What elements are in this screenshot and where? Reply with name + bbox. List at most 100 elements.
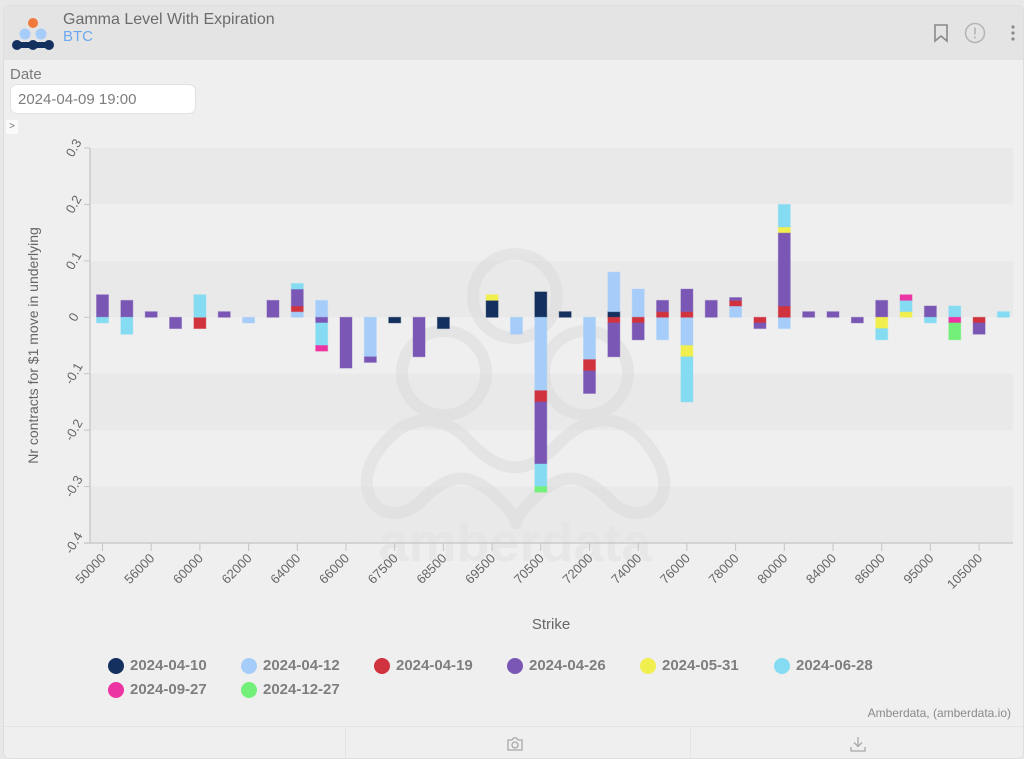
bar-segment[interactable] [875, 328, 889, 341]
bar-segment[interactable] [534, 291, 548, 318]
bar-segment[interactable] [996, 311, 1010, 318]
bar-segment[interactable] [777, 305, 791, 318]
expand-toggle[interactable]: > [6, 120, 18, 134]
bar-segment[interactable] [899, 311, 913, 318]
bar-segment[interactable] [923, 305, 937, 318]
bar-segment[interactable] [753, 322, 767, 330]
bar-segment[interactable] [583, 359, 596, 372]
bar-segment[interactable] [509, 316, 523, 335]
bar-segment[interactable] [315, 299, 329, 318]
bar-segment[interactable] [972, 322, 986, 335]
bar-segment[interactable] [363, 356, 377, 363]
bar-segment[interactable] [631, 316, 645, 324]
bar-segment[interactable] [120, 316, 134, 335]
bar-segment[interactable] [534, 316, 548, 392]
bar-segment[interactable] [680, 316, 694, 346]
bar-segment[interactable] [290, 311, 304, 318]
bar-segment[interactable] [315, 316, 329, 324]
bar-segment[interactable] [534, 486, 548, 493]
legend-item[interactable]: 2024-04-12 [241, 657, 340, 674]
bar-segment[interactable] [315, 322, 329, 346]
bar-segment[interactable] [583, 370, 596, 394]
bar-segment[interactable] [96, 316, 109, 324]
download-button[interactable] [691, 727, 1023, 758]
bar-segment[interactable] [948, 316, 962, 324]
bar-segment[interactable] [680, 311, 694, 318]
bar-segment[interactable] [656, 316, 670, 341]
bar-segment[interactable] [777, 203, 791, 228]
bar-segment[interactable] [193, 294, 207, 318]
bar-segment[interactable] [948, 322, 962, 341]
bar-segment[interactable] [607, 271, 621, 313]
bar-segment[interactable] [777, 232, 791, 307]
bar-segment[interactable] [120, 299, 134, 318]
bar-segment[interactable] [923, 316, 937, 324]
legend-item[interactable]: 2024-09-27 [108, 681, 207, 698]
bar-segment[interactable] [680, 288, 694, 313]
bar-segment[interactable] [485, 294, 499, 301]
bar-segment[interactable] [753, 316, 767, 324]
bar-segment[interactable] [339, 316, 353, 369]
bar-segment[interactable] [680, 345, 694, 358]
bar-segment[interactable] [607, 311, 621, 318]
bar-segment[interactable] [96, 294, 109, 318]
widget-header: Gamma Level With Expiration BTC [4, 6, 1023, 60]
bar-segment[interactable] [777, 316, 791, 330]
bar-segment[interactable] [607, 316, 621, 324]
bar-segment[interactable] [802, 311, 816, 318]
bar-segment[interactable] [607, 322, 621, 358]
bar-segment[interactable] [558, 311, 572, 318]
legend-item[interactable]: 2024-04-19 [374, 657, 473, 674]
bar-segment[interactable] [363, 316, 377, 358]
bar-segment[interactable] [534, 463, 548, 488]
bar-segment[interactable] [826, 311, 840, 318]
bar-segment[interactable] [729, 299, 743, 307]
bar-segment[interactable] [193, 316, 207, 330]
bar-segment[interactable] [704, 299, 718, 318]
y-tick-label: 0.1 [63, 249, 85, 272]
more-vertical-icon[interactable] [1002, 22, 1024, 44]
bar-segment[interactable] [656, 311, 670, 318]
bar-segment[interactable] [217, 311, 231, 318]
bar-segment[interactable] [412, 316, 426, 358]
legend-item[interactable]: 2024-12-27 [241, 681, 340, 698]
bar-segment[interactable] [436, 316, 450, 330]
bar-segment[interactable] [729, 297, 743, 301]
bar-segment[interactable] [875, 316, 889, 330]
source-credit[interactable]: Amberdata, (amberdata.io) [867, 706, 1011, 720]
bar-segment[interactable] [583, 316, 596, 361]
bar-segment[interactable] [680, 356, 694, 403]
bar-segment[interactable] [899, 299, 913, 313]
legend-item[interactable]: 2024-04-26 [507, 657, 606, 674]
bar-segment[interactable] [850, 316, 864, 324]
bar-segment[interactable] [290, 288, 304, 307]
bar-segment[interactable] [656, 299, 670, 313]
info-alert-icon[interactable] [964, 22, 986, 44]
bar-segment[interactable] [534, 401, 548, 465]
legend-item[interactable]: 2024-04-10 [108, 657, 207, 674]
bar-segment[interactable] [631, 288, 645, 318]
bookmark-icon[interactable] [930, 22, 952, 44]
bar-segment[interactable] [315, 345, 329, 352]
bar-segment[interactable] [875, 299, 889, 318]
bar-segment[interactable] [144, 311, 158, 318]
bar-segment[interactable] [290, 305, 304, 313]
date-input[interactable] [10, 84, 196, 114]
bar-segment[interactable] [729, 305, 743, 318]
legend-item[interactable]: 2024-06-28 [774, 657, 873, 674]
bar-segment[interactable] [169, 316, 183, 330]
legend-item[interactable]: 2024-05-31 [640, 657, 739, 674]
bar-segment[interactable] [899, 294, 913, 301]
bar-segment[interactable] [777, 226, 791, 234]
bar-segment[interactable] [242, 316, 256, 324]
bar-segment[interactable] [972, 316, 986, 324]
bar-segment[interactable] [388, 316, 402, 324]
bar-segment[interactable] [485, 299, 499, 318]
bar-segment[interactable] [948, 305, 962, 318]
bar-segment[interactable] [266, 299, 280, 318]
screenshot-button[interactable] [346, 727, 691, 758]
bar-segment[interactable] [534, 390, 548, 403]
bar-segment[interactable] [631, 322, 645, 341]
bar-segment[interactable] [290, 282, 304, 290]
widget-subtitle[interactable]: BTC [63, 28, 93, 45]
